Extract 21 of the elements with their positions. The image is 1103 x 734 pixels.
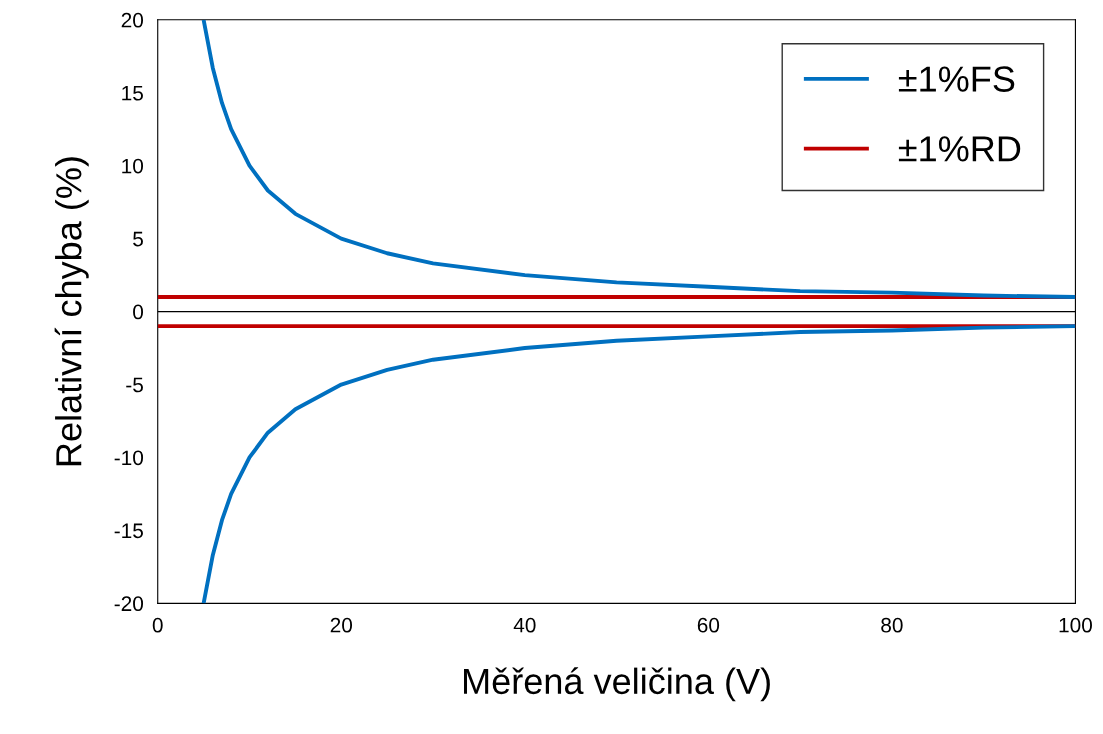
y-tick-label: -10 — [114, 450, 144, 466]
legend-label: ±1%FS — [898, 66, 1015, 92]
x-tick-label: 80 — [881, 617, 903, 633]
y-tick-label: 5 — [133, 231, 143, 247]
y-tick-label: 20 — [121, 12, 144, 28]
x-tick-label: 0 — [152, 617, 163, 633]
y-tick-label: -15 — [114, 523, 143, 539]
x-tick-label: 20 — [330, 617, 353, 633]
line-series — [201, 324, 1076, 604]
y-tick-label: 10 — [122, 158, 144, 174]
line-series — [201, 19, 1076, 299]
x-tick-label: 60 — [697, 617, 720, 633]
legend-label: ±1%RD — [898, 136, 1021, 162]
x-axis-title: Měřená veličina (V) — [464, 667, 770, 702]
y-tick-label: 15 — [122, 85, 143, 101]
y-tick-label: -20 — [114, 596, 144, 612]
x-tick-label: 40 — [513, 617, 536, 633]
y-tick-label: -5 — [126, 377, 143, 393]
x-tick-label: 100 — [1059, 617, 1092, 633]
y-tick-label: 0 — [133, 304, 144, 320]
y-axis-title: Relativní chyba (%) — [54, 157, 89, 466]
